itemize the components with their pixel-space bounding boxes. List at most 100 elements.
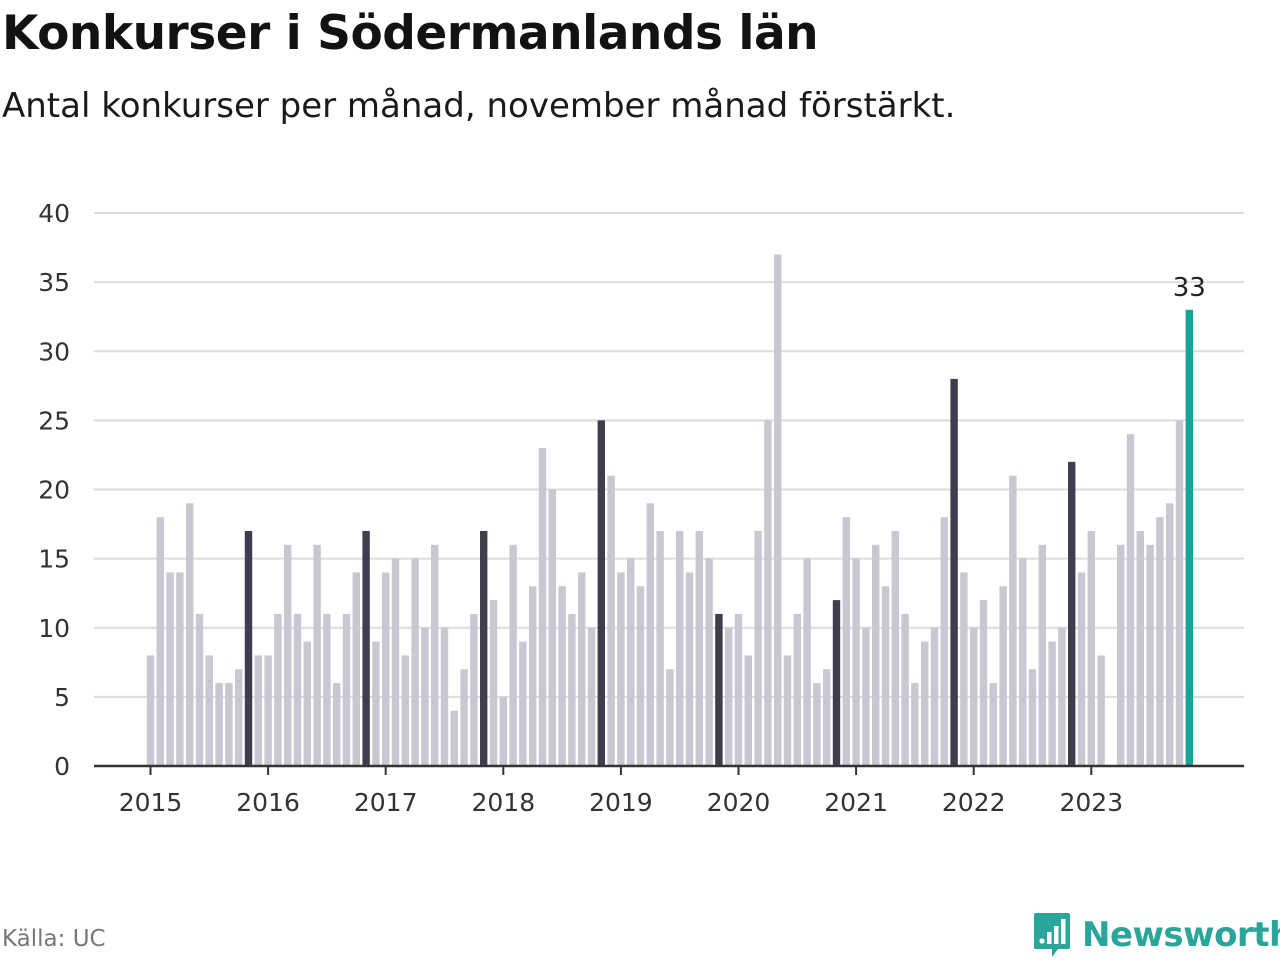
month-bar — [764, 420, 772, 767]
y-tick-label: 40 — [38, 199, 70, 228]
y-tick-label: 35 — [38, 268, 70, 297]
month-bar — [1156, 517, 1164, 766]
month-bar — [470, 613, 478, 766]
month-bar — [783, 655, 792, 766]
month-bar — [372, 641, 380, 766]
month-bar — [1136, 530, 1144, 766]
month-bar — [538, 448, 547, 766]
x-tick-label: 2023 — [1059, 788, 1123, 817]
month-bar — [166, 572, 174, 766]
month-bar — [1146, 544, 1154, 766]
month-bar — [342, 613, 351, 766]
month-bar — [617, 572, 625, 766]
month-bar — [940, 517, 948, 766]
month-bar — [146, 655, 155, 766]
month-bar — [744, 655, 752, 766]
bars — [146, 254, 1193, 767]
month-bar — [568, 613, 576, 766]
month-bar — [587, 627, 596, 766]
month-bar — [1028, 669, 1037, 766]
month-bar — [254, 655, 262, 766]
month-bar — [382, 572, 390, 766]
month-bar — [391, 558, 400, 767]
month-bar — [558, 586, 566, 766]
month-bar — [264, 655, 272, 766]
month-bar — [352, 572, 360, 766]
data-labels: 33 — [1173, 273, 1206, 303]
x-axis-tick-labels: 2015 2016 2017 2018 2019 2020 2021 2022 2023 — [119, 788, 1123, 817]
month-bar — [774, 254, 782, 766]
x-tick-label: 2018 — [471, 788, 535, 817]
bar-chart-speech-bubble-icon — [1034, 913, 1070, 957]
month-bar — [793, 613, 801, 766]
month-bar — [284, 544, 292, 766]
latest-bar — [1185, 309, 1193, 766]
y-tick-label: 0 — [54, 752, 70, 781]
month-bar — [999, 586, 1007, 766]
month-bar — [1058, 627, 1066, 766]
month-bar — [627, 558, 635, 767]
month-bar — [636, 586, 645, 766]
y-tick-label: 30 — [38, 337, 70, 366]
month-bar — [685, 572, 694, 766]
month-bar — [195, 613, 204, 766]
month-bar — [823, 669, 831, 766]
month-bar — [734, 613, 743, 766]
month-bar — [646, 503, 654, 766]
month-bar — [313, 544, 321, 766]
month-bar — [979, 600, 988, 766]
x-tick-label: 2019 — [589, 788, 653, 817]
x-tick-label: 2015 — [119, 788, 183, 817]
month-bar — [1175, 420, 1184, 767]
month-bar — [303, 641, 311, 766]
month-bar — [960, 572, 968, 766]
november-bar — [244, 530, 253, 766]
month-bar — [156, 517, 164, 766]
month-bar — [1038, 544, 1046, 766]
month-bar — [813, 683, 821, 766]
month-bar — [411, 558, 419, 767]
month-bar — [333, 683, 341, 766]
month-bar — [911, 683, 919, 766]
month-bar — [754, 530, 762, 766]
month-bar — [1117, 544, 1125, 766]
y-tick-label: 15 — [38, 545, 70, 574]
november-bar — [597, 420, 605, 767]
x-tick-label: 2016 — [236, 788, 300, 817]
month-bar — [921, 641, 929, 766]
x-tick-label: 2017 — [354, 788, 418, 817]
month-bar — [1087, 530, 1095, 766]
month-bar — [1009, 475, 1017, 766]
month-bar — [548, 489, 556, 766]
y-tick-label: 20 — [38, 476, 70, 505]
november-bar — [362, 530, 370, 766]
november-bar — [480, 530, 488, 766]
y-tick-label: 25 — [38, 406, 70, 435]
month-bar — [842, 517, 850, 766]
chart-title: Konkurser i Södermanlands län — [2, 6, 819, 61]
bar-chart: 0 5 10 15 20 25 30 35 40 2015 2016 2017 2018 2019 202… — [38, 199, 1244, 817]
month-bar — [705, 558, 713, 767]
month-bar — [460, 669, 468, 766]
month-bar — [421, 627, 429, 766]
month-bar — [695, 530, 703, 766]
month-bar — [1126, 434, 1135, 766]
month-bar — [519, 641, 527, 766]
month-bar — [440, 627, 449, 766]
month-bar — [891, 530, 899, 766]
month-bar — [323, 613, 331, 766]
month-bar — [676, 530, 684, 766]
month-bar — [970, 627, 978, 766]
month-bar — [509, 544, 517, 766]
month-bar — [803, 558, 811, 767]
month-bar — [215, 683, 223, 766]
month-bar — [666, 669, 674, 766]
x-tick-label: 2020 — [707, 788, 771, 817]
latest-value-label: 33 — [1173, 273, 1206, 303]
month-bar — [401, 655, 409, 766]
month-bar — [1077, 572, 1086, 766]
month-bar — [1048, 641, 1056, 766]
brand-logo[interactable]: Newsworthy — [1032, 910, 1280, 960]
x-axis — [94, 764, 1244, 775]
month-bar — [872, 544, 880, 766]
